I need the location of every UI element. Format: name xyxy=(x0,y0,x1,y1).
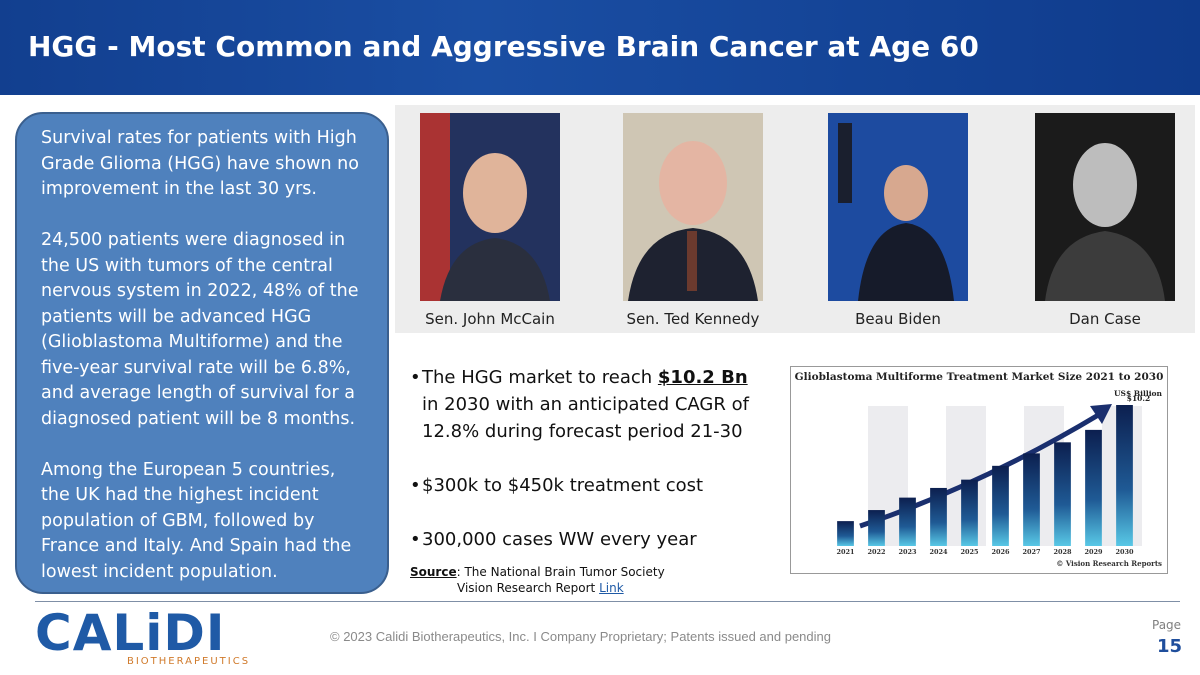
logo-text: CALiDI xyxy=(35,604,226,662)
chart-title: Glioblastoma Multiforme Treatment Market… xyxy=(795,371,1164,383)
source: Source: The National Brain Tumor Society… xyxy=(410,564,665,596)
bar xyxy=(992,465,1009,546)
bar xyxy=(1116,405,1133,546)
x-tick-label: 2025 xyxy=(960,548,979,556)
paragraph: 24,500 patients were diagnosed in the US… xyxy=(41,230,359,429)
link[interactable]: Link xyxy=(599,581,624,595)
x-tick-label: 2028 xyxy=(1053,548,1072,556)
source-label: Source xyxy=(410,565,457,579)
x-tick-label: 2024 xyxy=(929,548,948,556)
x-tick-label: 2023 xyxy=(898,548,917,556)
value-label: $10.2 xyxy=(1127,394,1151,403)
x-tick-label: 2021 xyxy=(836,548,854,556)
text: in 2030 with an anticipated CAGR of 12.8… xyxy=(422,394,749,442)
bullet-text: 300,000 cases WW every year xyxy=(422,529,697,550)
photo-caption: Sen. Ted Kennedy xyxy=(626,310,760,328)
unit-label: US$ Billion xyxy=(1114,389,1163,398)
trend-arrow xyxy=(859,411,1102,529)
bullet-text: $300k to $450k treatment cost xyxy=(422,475,704,496)
bar xyxy=(961,479,978,546)
photo xyxy=(623,113,763,301)
bullet: The HGG market to reach $10.2 Bn in 2030… xyxy=(410,364,770,445)
logo-subtext: BIOTHERAPEUTICS xyxy=(127,656,251,667)
x-tick-label: 2026 xyxy=(991,548,1010,556)
bar xyxy=(1054,442,1071,546)
bar xyxy=(1023,453,1040,546)
trend-arrowhead xyxy=(1090,404,1112,424)
text: The HGG market to reach xyxy=(422,367,658,388)
header-bar xyxy=(0,0,1200,95)
bar xyxy=(837,521,854,546)
bullet: 300,000 cases WW every year xyxy=(410,526,770,553)
logo: CALiDI BIOTHERAPEUTICS xyxy=(35,604,251,667)
photo xyxy=(420,113,560,301)
photo-strip: Sen. John McCain Sen. Ted Kennedy Beau B… xyxy=(395,105,1195,333)
divider xyxy=(35,601,1180,602)
photo-caption: Sen. John McCain xyxy=(425,310,555,328)
source-text: : The National Brain Tumor Society xyxy=(456,565,665,579)
page-label: Page xyxy=(1152,618,1182,632)
page-number: 15 xyxy=(1157,636,1183,657)
bar xyxy=(899,497,916,546)
bar xyxy=(1085,429,1102,546)
x-tick-label: 2029 xyxy=(1084,548,1103,556)
emphasis: $10.2 Bn xyxy=(657,367,748,388)
photo-caption: Beau Biden xyxy=(855,310,941,328)
x-tick-label: 2022 xyxy=(867,548,885,556)
paragraph: Survival rates for patients with High Gr… xyxy=(41,128,359,199)
credit: © Vision Research Reports xyxy=(1056,559,1162,568)
photo xyxy=(828,113,968,301)
slide-title: HGG - Most Common and Aggressive Brain C… xyxy=(28,30,979,63)
bar xyxy=(930,487,947,546)
bullet: $300k to $450k treatment cost xyxy=(410,472,770,499)
bar xyxy=(868,510,885,546)
x-tick-label: 2030 xyxy=(1115,548,1134,556)
photo-caption: Dan Case xyxy=(1069,310,1141,328)
paragraph: Among the European 5 countries, the UK h… xyxy=(41,459,352,582)
bullet-text: The HGG market to reach $10.2 Bn in 2030… xyxy=(410,364,770,445)
copyright: © 2023 Calidi Biotherapeutics, Inc. I Co… xyxy=(330,629,831,644)
photo xyxy=(1035,113,1175,301)
source-text: Vision Research Report xyxy=(457,581,600,595)
info-box: Survival rates for patients with High Gr… xyxy=(15,112,389,594)
x-tick-label: 2027 xyxy=(1022,548,1040,556)
chart: Glioblastoma Multiforme Treatment Market… xyxy=(790,366,1168,574)
